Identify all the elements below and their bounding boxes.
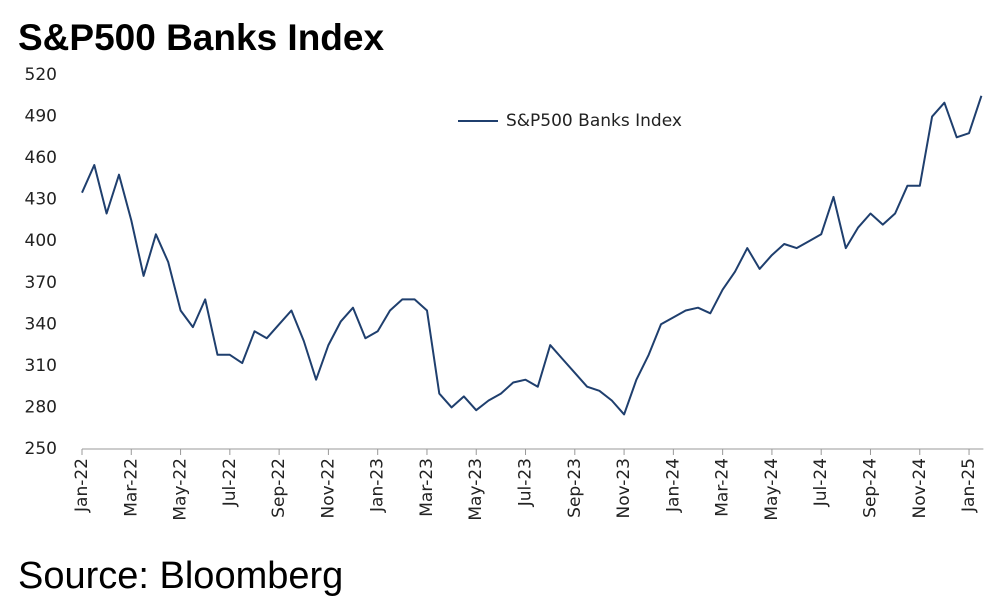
x-tick-label: Nov-24: [910, 458, 930, 519]
y-tick-label: 310: [25, 356, 57, 376]
x-tick-label: Jan-23: [368, 458, 388, 513]
x-tick-label: Jan-22: [72, 458, 92, 513]
x-tick-label: May-23: [466, 458, 486, 521]
y-tick-label: 370: [25, 273, 57, 293]
y-tick-label: 520: [25, 65, 57, 85]
x-tick-label: May-24: [762, 458, 782, 521]
x-tick-label: Sep-22: [269, 458, 289, 518]
x-tick-label: Jan-25: [959, 458, 979, 513]
x-tick-label: Nov-22: [318, 458, 338, 519]
x-tick-label: Mar-24: [713, 458, 733, 517]
x-tick-label: Mar-22: [121, 458, 141, 517]
chart-title: S&P500 Banks Index: [18, 17, 384, 58]
y-tick-label: 430: [25, 190, 57, 210]
y-tick-label: 400: [25, 231, 57, 251]
y-tick-label: 460: [25, 148, 57, 168]
legend-label: S&P500 Banks Index: [506, 111, 682, 131]
x-tick-label: Jul-24: [811, 458, 831, 507]
x-tick-label: Jul-23: [516, 458, 536, 507]
line-series: [81, 95, 983, 416]
source: Source: Bloomberg: [18, 555, 343, 597]
x-tick-label: Jul-22: [220, 458, 240, 507]
x-tick-label: May-22: [171, 458, 191, 521]
x-tick-label: Jan-24: [663, 458, 683, 513]
x-tick-label: Sep-23: [565, 458, 585, 518]
y-tick-label: 250: [25, 439, 57, 459]
x-tick-label: Mar-23: [417, 458, 437, 517]
y-tick-label: 340: [25, 314, 57, 334]
y-tick-label: 490: [25, 107, 57, 127]
y-tick-label: 280: [25, 397, 57, 417]
x-tick-label: Nov-23: [614, 458, 634, 519]
x-tick-label: Sep-24: [860, 458, 880, 518]
